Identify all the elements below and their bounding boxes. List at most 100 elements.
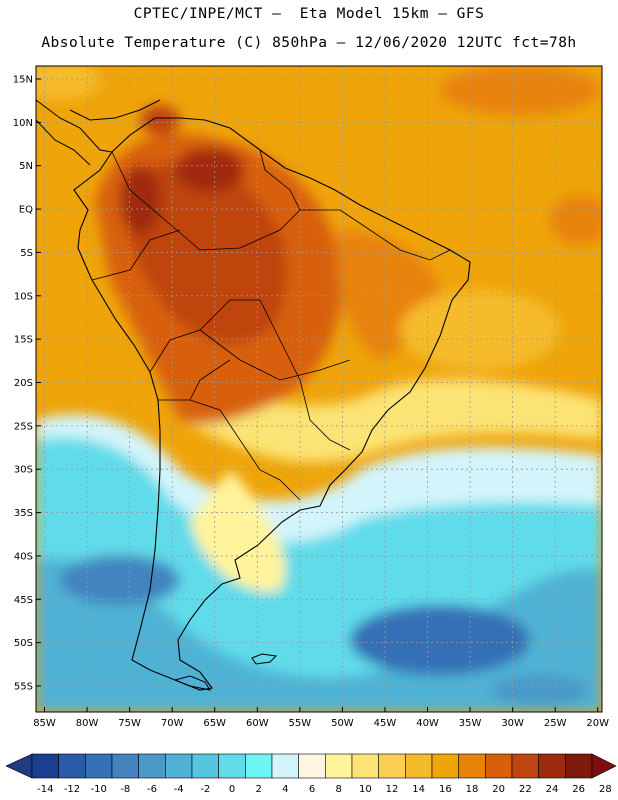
colorbar-swatch	[85, 753, 113, 779]
tierra-del-fuego	[173, 675, 212, 691]
field-hot-core-north	[175, 148, 245, 192]
lon-label: 45W	[374, 718, 397, 729]
lon-label: 30W	[501, 718, 524, 729]
lon-label: 50W	[331, 718, 354, 729]
colorbar-label: 20	[492, 784, 505, 795]
falkland-islands	[251, 653, 278, 665]
colorbar-swatch	[405, 753, 433, 779]
field-warm-caribbean	[36, 66, 100, 100]
lat-label: 5S	[20, 248, 33, 259]
colorbar-label: -14	[37, 784, 53, 795]
colorbar-swatch	[165, 753, 193, 779]
colorbar-swatch	[111, 753, 139, 779]
lon-label: 85W	[33, 718, 56, 729]
lat-label: 35S	[14, 508, 33, 519]
colorbar-label: 6	[309, 784, 315, 795]
colorbar-label: 22	[519, 784, 532, 795]
colorbar-swatch	[58, 753, 86, 779]
colorbar-label: 4	[282, 784, 288, 795]
colorbar-label: 12	[386, 784, 399, 795]
colorbar-swatch	[218, 753, 246, 779]
colorbar-swatch	[271, 753, 299, 779]
longitude-labels: 85W 80W 75W 70W 65W 60W 55W 50W 45W 40W 35W 30W 25W 2…	[33, 707, 609, 729]
colorbar-label: -4	[174, 784, 184, 795]
field-warm-atlantic-east	[550, 195, 602, 245]
lon-label: 20W	[586, 718, 609, 729]
colorbar-swatch	[431, 753, 459, 779]
lat-label: 15N	[13, 75, 33, 86]
map-subtitle: Absolute Temperature (C) 850hPa – 12/06/…	[41, 35, 577, 51]
colorbar-swatch	[458, 753, 486, 779]
colorbar-label: 18	[466, 784, 479, 795]
map-frame	[35, 65, 603, 713]
colorbar-label: 8	[335, 784, 341, 795]
lat-label: 10N	[13, 118, 33, 129]
colorbar-swatch	[485, 753, 513, 779]
latitude-labels: 15N 10N 5N EQ 5S 10S 15S 20S 25S 30S 35S 40S 45S 50S 5…	[13, 75, 41, 692]
colorbar-swatch	[245, 753, 273, 779]
country-borders	[91, 149, 451, 501]
lat-label: 25S	[14, 421, 33, 432]
colorbar-label: -8	[120, 784, 130, 795]
lon-label: 25W	[544, 718, 567, 729]
lat-label: 55S	[14, 681, 33, 692]
colorbar-swatch	[31, 753, 59, 779]
colorbar-labels: -14 -12 -10 -8 -6 -4 -2 0 2 4 6 8 10 12 14 16 18 20 22 24 26…	[37, 784, 612, 795]
colorbar-swatch	[565, 753, 593, 779]
colorbar-swatch	[191, 753, 219, 779]
colorbar-label: 28	[599, 784, 612, 795]
colorbar-label: -12	[64, 784, 80, 795]
lon-label: 40W	[416, 718, 439, 729]
lon-label: 60W	[246, 718, 269, 729]
colorbar-label: -6	[147, 784, 157, 795]
lon-label: 55W	[289, 718, 312, 729]
colorbar-label: 14	[412, 784, 425, 795]
lat-label: 45S	[14, 595, 33, 606]
colorbar-label: 2	[255, 784, 261, 795]
colorbar-label: 24	[546, 784, 559, 795]
lat-label: 50S	[14, 638, 33, 649]
field-very-hot-interior	[126, 161, 288, 345]
lon-label: 35W	[459, 718, 482, 729]
field-cold-core-east	[490, 675, 590, 705]
colorbar-swatch	[378, 753, 406, 779]
colorbar-label: 10	[359, 784, 372, 795]
lon-label: 70W	[161, 718, 184, 729]
field-hot-core-andes	[120, 165, 160, 235]
colorbar-label: 16	[439, 784, 452, 795]
colorbar	[5, 753, 617, 779]
lon-label: 75W	[118, 718, 141, 729]
lat-label: EQ	[19, 205, 33, 216]
lat-label: 20S	[14, 378, 33, 389]
colorbar-label: -10	[90, 784, 106, 795]
lat-label: 40S	[14, 551, 33, 562]
field-mild-atlantic	[400, 290, 560, 370]
colorbar-over-arrow	[591, 753, 617, 779]
field-yellow-band	[180, 379, 602, 463]
lon-label: 80W	[76, 718, 99, 729]
field-cold-core	[350, 605, 530, 675]
colorbar-swatch	[538, 753, 566, 779]
colorbar-swatch	[298, 753, 326, 779]
colorbar-swatch	[511, 753, 539, 779]
lat-label: 10S	[14, 291, 33, 302]
colorbar-swatch	[138, 753, 166, 779]
field-patagonia-warm	[190, 470, 286, 592]
lat-label: 15S	[14, 335, 33, 346]
colorbar-swatch	[325, 753, 353, 779]
colorbar-under-arrow	[5, 753, 33, 779]
colorbar-label: 26	[572, 784, 585, 795]
lat-label: 30S	[14, 465, 33, 476]
temperature-field	[36, 66, 602, 712]
lon-label: 65W	[203, 718, 226, 729]
map-title: CPTEC/INPE/MCT – Eta Model 15km – GFS	[133, 6, 485, 22]
colorbar-label: -2	[200, 784, 210, 795]
central-america-coastline	[36, 99, 161, 166]
graticule	[36, 66, 602, 712]
field-cold-core-west	[60, 555, 180, 605]
colorbar-label: 0	[229, 784, 235, 795]
field-warm-atlantic-north	[440, 66, 600, 115]
colorbar-swatch	[351, 753, 379, 779]
lat-label: 5N	[19, 161, 33, 172]
